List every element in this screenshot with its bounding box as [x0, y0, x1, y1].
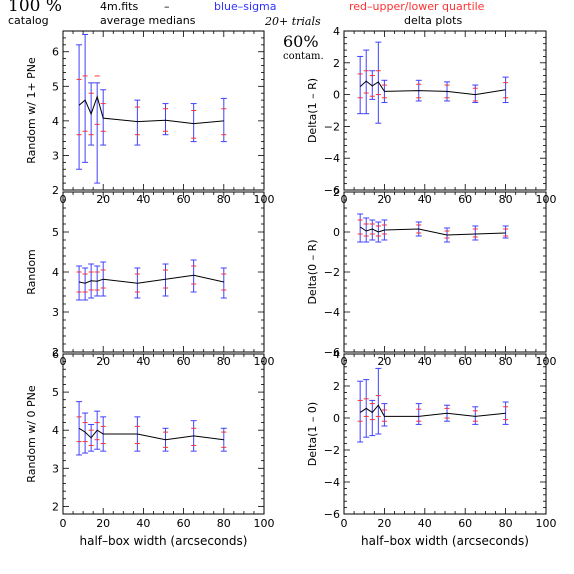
- x-tick-label: 60: [458, 517, 472, 530]
- x-tick-label: 40: [136, 193, 150, 206]
- y-tick-label: −6: [324, 184, 340, 197]
- panel-frame: [62, 353, 265, 515]
- x-tick-label: 60: [177, 355, 191, 368]
- y-tick-label: 3: [52, 149, 59, 162]
- y-tick-label: 2: [52, 184, 59, 197]
- y-axis-label: Random: [25, 249, 38, 295]
- median-line: [78, 95, 224, 125]
- y-tick-label: 2: [52, 500, 59, 513]
- panel-frame: [343, 191, 547, 353]
- x-tick-label: 20: [377, 355, 391, 368]
- y-tick-label: 6: [52, 348, 59, 361]
- x-tick-label: 80: [217, 517, 231, 530]
- y-axis-label: Delta(1 – R): [306, 78, 319, 143]
- x-tick-label: 80: [499, 193, 513, 206]
- x-tick-label: 80: [499, 355, 513, 368]
- y-tick-label: 5: [52, 386, 59, 399]
- catalog-label: catalog: [8, 14, 49, 27]
- x-tick-label: 100: [536, 517, 557, 530]
- legend-red-quartile: red–upper/lower quartile: [349, 0, 485, 13]
- y-tick-label: −4: [324, 306, 340, 319]
- x-tick-label: 20: [377, 517, 391, 530]
- x-tick-label: 20: [377, 193, 391, 206]
- y-tick-label: −4: [324, 152, 340, 165]
- x-tick-label: 40: [418, 517, 432, 530]
- y-tick-label: 6: [52, 46, 59, 59]
- panel-left-3: 0 20 40 60 80 100 2 3 4 5 6 Random w/ 0 PNe half–box…: [25, 348, 275, 548]
- x-tick-label: 60: [458, 355, 472, 368]
- y-tick-label: 4: [52, 424, 59, 437]
- y-tick-label: 2: [333, 186, 340, 199]
- y-tick-label: 0: [333, 412, 340, 425]
- y-tick-label: 4: [333, 25, 340, 38]
- y-tick-label: −6: [324, 508, 340, 521]
- y-tick-label: 3: [52, 306, 59, 319]
- y-tick-label: 0: [333, 226, 340, 239]
- x-tick-label: 40: [136, 355, 150, 368]
- legend-blue-sigma: blue–sigma: [214, 0, 277, 13]
- median-line: [359, 80, 506, 96]
- y-tick-label: −6: [324, 346, 340, 359]
- y-tick-label: 4: [333, 348, 340, 361]
- x-tick-label: 100: [254, 517, 275, 530]
- x-tick-label: 60: [177, 193, 191, 206]
- median-line: [359, 226, 506, 236]
- panel-right-3: 0 20 40 60 80 100 −6 −4 −2 0 2 4 Delta(1 – 0) half–bo…: [306, 348, 557, 548]
- average-medians-label: average medians: [100, 14, 196, 27]
- panel-left-2: 0204060801002345Random: [25, 191, 275, 368]
- x-tick-label: 20: [96, 517, 110, 530]
- x-axis-label: half–box width (arcseconds): [361, 534, 529, 548]
- x-tick-label: 0: [60, 517, 67, 530]
- y-axis-label: Random w/ 1+ PNe: [25, 57, 38, 164]
- y-tick-label: 4: [52, 266, 59, 279]
- y-tick-label: 4: [52, 115, 59, 128]
- y-axis-label: Random w/ 0 PNe: [25, 385, 38, 483]
- y-tick-label: 5: [52, 80, 59, 93]
- delta-plots-label: delta plots: [404, 14, 463, 27]
- x-axis-label: half–box width (arcseconds): [80, 534, 248, 548]
- x-tick-label: 40: [418, 193, 432, 206]
- y-tick-label: −2: [324, 120, 340, 133]
- y-tick-label: −4: [324, 476, 340, 489]
- x-tick-label: 20: [96, 193, 110, 206]
- y-tick-label: −2: [324, 266, 340, 279]
- panel-frame: [343, 353, 547, 515]
- panel-frame: [62, 30, 265, 191]
- y-tick-label: 2: [52, 346, 59, 359]
- y-tick-label: 0: [333, 89, 340, 102]
- x-tick-label: 80: [217, 355, 231, 368]
- trials-label: 20+ trials: [265, 15, 321, 28]
- median-line: [79, 274, 224, 284]
- x-tick-label: 0: [341, 517, 348, 530]
- median-line: [359, 404, 506, 417]
- contamination-label: contam.: [283, 51, 324, 62]
- y-tick-label: −2: [324, 444, 340, 457]
- filename-label: 4m.fits: [100, 0, 139, 13]
- median-line: [78, 427, 224, 441]
- x-tick-label: 80: [217, 193, 231, 206]
- x-tick-label: 60: [177, 517, 191, 530]
- x-tick-label: 40: [418, 355, 432, 368]
- y-tick-label: 2: [333, 380, 340, 393]
- y-axis-label: Delta(1 – 0): [306, 402, 319, 466]
- y-tick-label: 2: [333, 57, 340, 70]
- x-tick-label: 40: [136, 517, 150, 530]
- panel-frame: [343, 30, 547, 191]
- y-tick-label: 5: [52, 226, 59, 239]
- x-tick-label: 60: [458, 193, 472, 206]
- y-axis-label: Delta(0 – R): [306, 239, 319, 304]
- x-tick-label: 20: [96, 355, 110, 368]
- x-tick-label: 80: [499, 517, 513, 530]
- y-tick-label: 3: [52, 462, 59, 475]
- coverage-percent: 100 %: [8, 0, 63, 16]
- header-dash: –: [164, 0, 170, 13]
- contamination-percent: 60%: [283, 32, 319, 51]
